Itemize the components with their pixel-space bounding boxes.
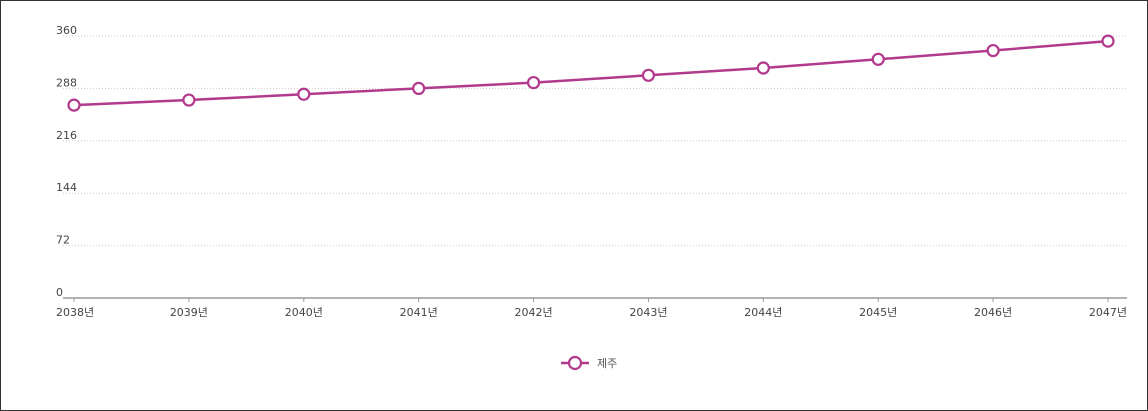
data-point[interactable]	[297, 87, 311, 101]
y-tick-label: 216	[56, 129, 77, 142]
x-axis-ticks: 2038년 2039년 2040년 2041년 2042년 2043년 2044년 2045년…	[56, 298, 1127, 319]
x-tick-label: 2041년	[400, 306, 438, 319]
x-tick-label: 2046년	[974, 306, 1012, 319]
data-point[interactable]	[756, 61, 770, 75]
x-tick-label: 2044년	[744, 306, 782, 319]
data-point[interactable]	[986, 43, 1000, 58]
data-point[interactable]	[871, 52, 885, 66]
y-tick-label: 0	[56, 286, 63, 299]
x-tick-label: 2045년	[859, 306, 897, 319]
y-tick-label: 360	[56, 24, 77, 37]
data-point[interactable]	[182, 93, 196, 107]
y-axis-ticks: 0 72 144 216 288 360	[56, 24, 77, 299]
series-line	[73, 39, 1109, 107]
x-tick-label: 2043년	[629, 306, 667, 319]
x-tick-label: 2042년	[514, 306, 552, 319]
x-tick-label: 2039년	[170, 306, 208, 319]
x-tick-label: 2038년	[56, 306, 94, 319]
data-point[interactable]	[1101, 34, 1115, 48]
legend-marker-swatch[interactable]	[567, 355, 583, 371]
legend-label[interactable]: 제주	[597, 357, 617, 370]
grid-lines	[63, 35, 1127, 299]
series-layer	[67, 34, 1115, 112]
data-point[interactable]	[526, 75, 541, 90]
data-point[interactable]	[641, 68, 656, 82]
y-tick-label: 288	[56, 76, 77, 89]
y-tick-label: 144	[56, 181, 77, 194]
y-tick-label: 72	[56, 234, 70, 247]
x-tick-label: 2040년	[285, 306, 323, 319]
x-tick-label: 2047년	[1089, 306, 1127, 319]
data-point[interactable]	[412, 81, 426, 96]
legend[interactable]: 제주	[561, 355, 617, 371]
data-point[interactable]	[67, 98, 81, 112]
